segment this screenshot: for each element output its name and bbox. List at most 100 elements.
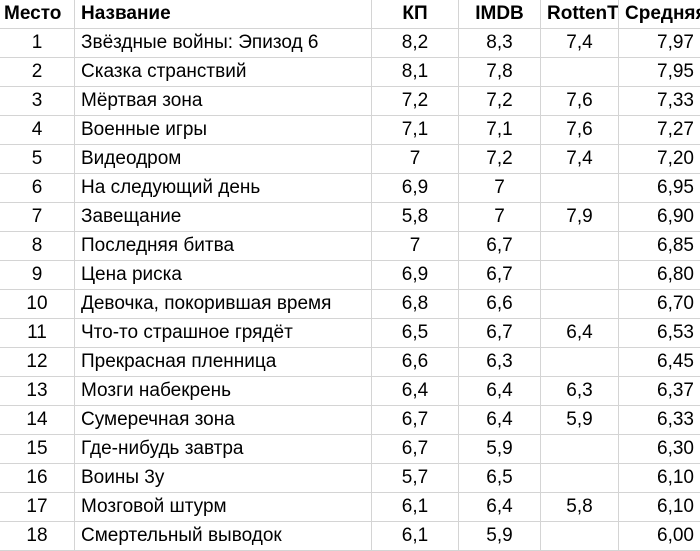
cell-kp[interactable]: 6,7 (371, 434, 459, 464)
cell-avg[interactable]: 6,45 (618, 347, 700, 377)
cell-imdb[interactable]: 7,8 (458, 57, 541, 87)
cell-kp[interactable]: 5,7 (371, 463, 459, 493)
cell-kp[interactable]: 6,4 (371, 376, 459, 406)
cell-rank[interactable]: 16 (0, 463, 75, 493)
cell-title[interactable]: Где-нибудь завтра (74, 434, 372, 464)
cell-rank[interactable]: 18 (0, 521, 75, 551)
cell-rank[interactable]: 15 (0, 434, 75, 464)
cell-avg[interactable]: 6,53 (618, 318, 700, 348)
cell-rank[interactable]: 8 (0, 231, 75, 261)
cell-title[interactable]: Последняя битва (74, 231, 372, 261)
cell-imdb[interactable]: 7,2 (458, 144, 541, 174)
cell-avg[interactable]: 7,95 (618, 57, 700, 87)
cell-avg[interactable]: 7,20 (618, 144, 700, 174)
cell-title[interactable]: Цена риска (74, 260, 372, 290)
cell-rotten[interactable]: 7,6 (540, 115, 619, 145)
cell-imdb[interactable]: 6,6 (458, 289, 541, 319)
cell-title[interactable]: Мозги набекрень (74, 376, 372, 406)
cell-imdb[interactable]: 6,4 (458, 376, 541, 406)
cell-rotten[interactable] (540, 231, 619, 261)
cell-rotten[interactable] (540, 521, 619, 551)
cell-title[interactable]: На следующий день (74, 173, 372, 203)
cell-title[interactable]: Мозговой штурм (74, 492, 372, 522)
cell-title[interactable]: Девочка, покорившая время (74, 289, 372, 319)
cell-kp[interactable]: 6,6 (371, 347, 459, 377)
cell-rank[interactable]: 1 (0, 28, 75, 58)
cell-title[interactable]: Что-то страшное грядёт (74, 318, 372, 348)
cell-kp[interactable]: 6,1 (371, 492, 459, 522)
cell-imdb[interactable]: 6,4 (458, 492, 541, 522)
header-avg[interactable]: Средняя (618, 0, 700, 29)
cell-rotten[interactable]: 6,3 (540, 376, 619, 406)
cell-imdb[interactable]: 6,7 (458, 318, 541, 348)
cell-imdb[interactable]: 7,2 (458, 86, 541, 116)
cell-avg[interactable]: 7,97 (618, 28, 700, 58)
cell-rank[interactable]: 3 (0, 86, 75, 116)
cell-kp[interactable]: 6,8 (371, 289, 459, 319)
cell-rotten[interactable] (540, 463, 619, 493)
cell-avg[interactable]: 6,90 (618, 202, 700, 232)
cell-avg[interactable]: 6,95 (618, 173, 700, 203)
cell-imdb[interactable]: 5,9 (458, 434, 541, 464)
header-kp[interactable]: КП (371, 0, 459, 29)
cell-rank[interactable]: 14 (0, 405, 75, 435)
cell-rotten[interactable] (540, 434, 619, 464)
header-imdb[interactable]: IMDB (458, 0, 541, 29)
cell-avg[interactable]: 6,33 (618, 405, 700, 435)
cell-rotten[interactable]: 7,9 (540, 202, 619, 232)
header-rotten[interactable]: RottenT (540, 0, 619, 29)
cell-imdb[interactable]: 7 (458, 202, 541, 232)
cell-kp[interactable]: 6,1 (371, 521, 459, 551)
cell-rank[interactable]: 2 (0, 57, 75, 87)
cell-avg[interactable]: 7,27 (618, 115, 700, 145)
cell-rank[interactable]: 5 (0, 144, 75, 174)
cell-kp[interactable]: 8,1 (371, 57, 459, 87)
cell-kp[interactable]: 7 (371, 144, 459, 174)
cell-rotten[interactable]: 7,6 (540, 86, 619, 116)
cell-rotten[interactable] (540, 289, 619, 319)
cell-rank[interactable]: 6 (0, 173, 75, 203)
cell-rotten[interactable]: 5,8 (540, 492, 619, 522)
cell-avg[interactable]: 6,37 (618, 376, 700, 406)
cell-imdb[interactable]: 6,4 (458, 405, 541, 435)
cell-avg[interactable]: 6,85 (618, 231, 700, 261)
cell-rank[interactable]: 17 (0, 492, 75, 522)
cell-title[interactable]: Завещание (74, 202, 372, 232)
cell-kp[interactable]: 6,5 (371, 318, 459, 348)
cell-kp[interactable]: 5,8 (371, 202, 459, 232)
header-rank[interactable]: Место (0, 0, 75, 29)
cell-rotten[interactable]: 7,4 (540, 28, 619, 58)
cell-rank[interactable]: 7 (0, 202, 75, 232)
cell-kp[interactable]: 7,1 (371, 115, 459, 145)
cell-imdb[interactable]: 7 (458, 173, 541, 203)
cell-rank[interactable]: 10 (0, 289, 75, 319)
cell-avg[interactable]: 7,33 (618, 86, 700, 116)
cell-title[interactable]: Смертельный выводок (74, 521, 372, 551)
cell-kp[interactable]: 8,2 (371, 28, 459, 58)
cell-rotten[interactable] (540, 173, 619, 203)
cell-title[interactable]: Сказка странствий (74, 57, 372, 87)
cell-rank[interactable]: 13 (0, 376, 75, 406)
cell-kp[interactable]: 6,7 (371, 405, 459, 435)
cell-kp[interactable]: 7 (371, 231, 459, 261)
cell-kp[interactable]: 6,9 (371, 173, 459, 203)
cell-rotten[interactable]: 5,9 (540, 405, 619, 435)
cell-title[interactable]: Воины 3у (74, 463, 372, 493)
cell-rank[interactable]: 12 (0, 347, 75, 377)
cell-avg[interactable]: 6,10 (618, 492, 700, 522)
cell-avg[interactable]: 6,10 (618, 463, 700, 493)
cell-imdb[interactable]: 8,3 (458, 28, 541, 58)
cell-avg[interactable]: 6,00 (618, 521, 700, 551)
cell-title[interactable]: Сумеречная зона (74, 405, 372, 435)
cell-imdb[interactable]: 6,5 (458, 463, 541, 493)
cell-avg[interactable]: 6,80 (618, 260, 700, 290)
cell-avg[interactable]: 6,70 (618, 289, 700, 319)
cell-title[interactable]: Видеодром (74, 144, 372, 174)
cell-rotten[interactable] (540, 347, 619, 377)
cell-rank[interactable]: 11 (0, 318, 75, 348)
cell-imdb[interactable]: 6,3 (458, 347, 541, 377)
cell-imdb[interactable]: 6,7 (458, 231, 541, 261)
cell-kp[interactable]: 7,2 (371, 86, 459, 116)
cell-rotten[interactable] (540, 260, 619, 290)
cell-imdb[interactable]: 7,1 (458, 115, 541, 145)
